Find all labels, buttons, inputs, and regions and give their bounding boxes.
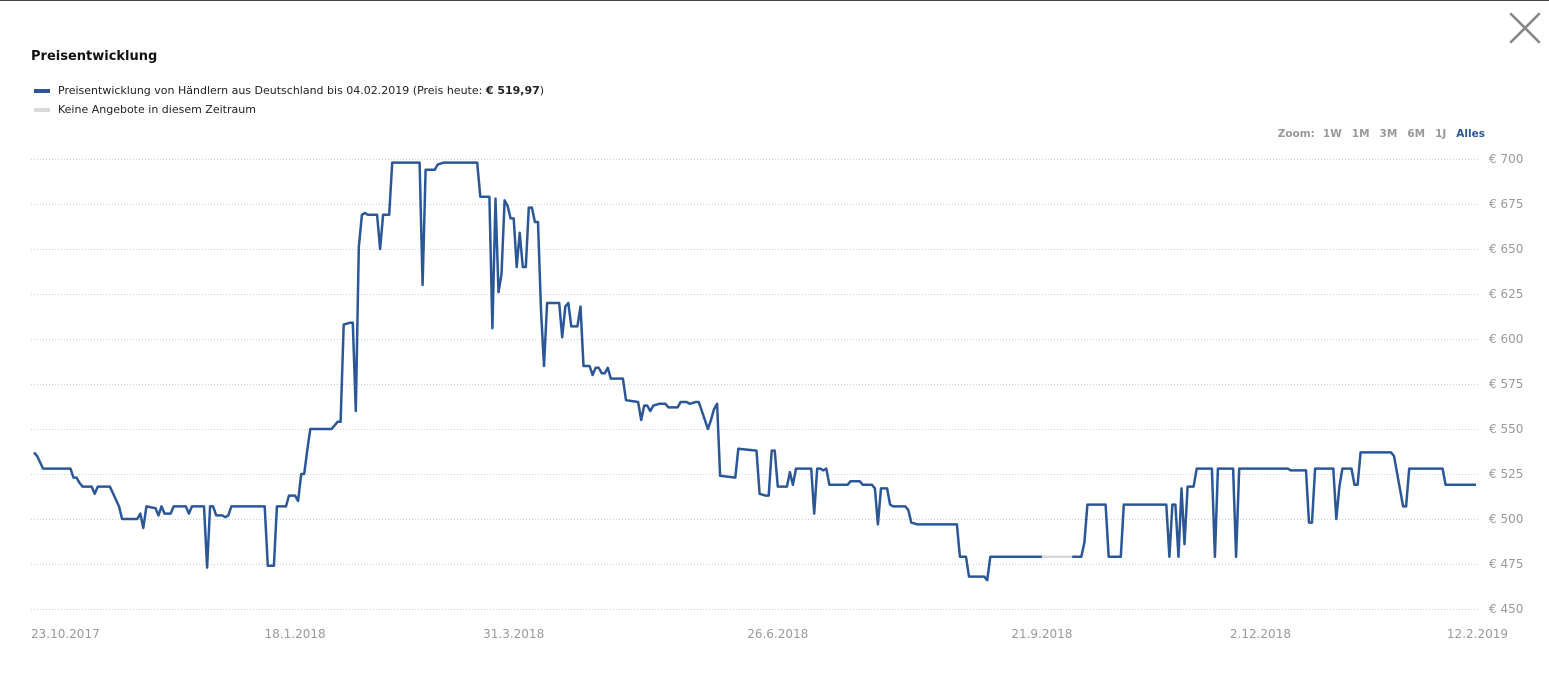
zoom-option-6m[interactable]: 6M [1407,128,1426,140]
page-title: Preisentwicklung [31,49,158,64]
legend-swatch-gap [34,107,50,112]
zoom-option-1j[interactable]: 1J [1435,128,1447,140]
y-tick-label-625: € 625 [1489,287,1523,301]
legend-series-label: Preisentwicklung von Händlern aus Deutsc… [58,84,545,97]
y-tick-label-650: € 650 [1489,242,1523,256]
y-tick-label-525: € 525 [1489,467,1523,481]
zoom-label: Zoom: [1277,128,1315,140]
zoom-option-1w[interactable]: 1W [1322,128,1342,140]
x-tick-label-5: 2.12.2018 [1230,627,1291,641]
y-tick-label-600: € 600 [1489,332,1523,346]
y-tick-label-500: € 500 [1489,512,1523,526]
close-icon[interactable] [1508,11,1542,45]
legend-swatch-series [34,88,50,93]
price-line-segment-1 [1072,451,1476,559]
x-tick-label-4: 21.9.2018 [1011,627,1072,641]
x-tick-label-6: 12.2.2019 [1447,627,1508,641]
x-tick-label-0: 23.10.2017 [31,627,100,641]
y-tick-label-675: € 675 [1489,197,1523,211]
y-tick-label-700: € 700 [1489,152,1523,166]
chart-legend: Preisentwicklung von Händlern aus Deutsc… [34,81,544,119]
zoom-selector: Zoom: 1W 1M 3M 6M 1J Alles [1278,128,1485,140]
y-tick-label-450: € 450 [1489,602,1523,616]
y-tick-label-550: € 550 [1489,422,1523,436]
legend-series-price: € 519,97 [485,84,540,97]
legend-item-gap[interactable]: Keine Angebote in diesem Zeitraum [34,100,544,119]
zoom-option-1m[interactable]: 1M [1351,128,1370,140]
zoom-option-3m[interactable]: 3M [1379,128,1398,140]
y-tick-label-475: € 475 [1489,557,1523,571]
x-tick-label-1: 18.1.2018 [265,627,326,641]
legend-gap-label: Keine Angebote in diesem Zeitraum [58,103,256,116]
x-tick-label-3: 26.6.2018 [747,627,808,641]
zoom-option-alles[interactable]: Alles [1456,128,1485,140]
y-tick-label-575: € 575 [1489,377,1523,391]
x-tick-label-2: 31.3.2018 [483,627,544,641]
legend-item-series[interactable]: Preisentwicklung von Händlern aus Deutsc… [34,81,544,100]
price-line-segment-0 [33,161,1042,582]
